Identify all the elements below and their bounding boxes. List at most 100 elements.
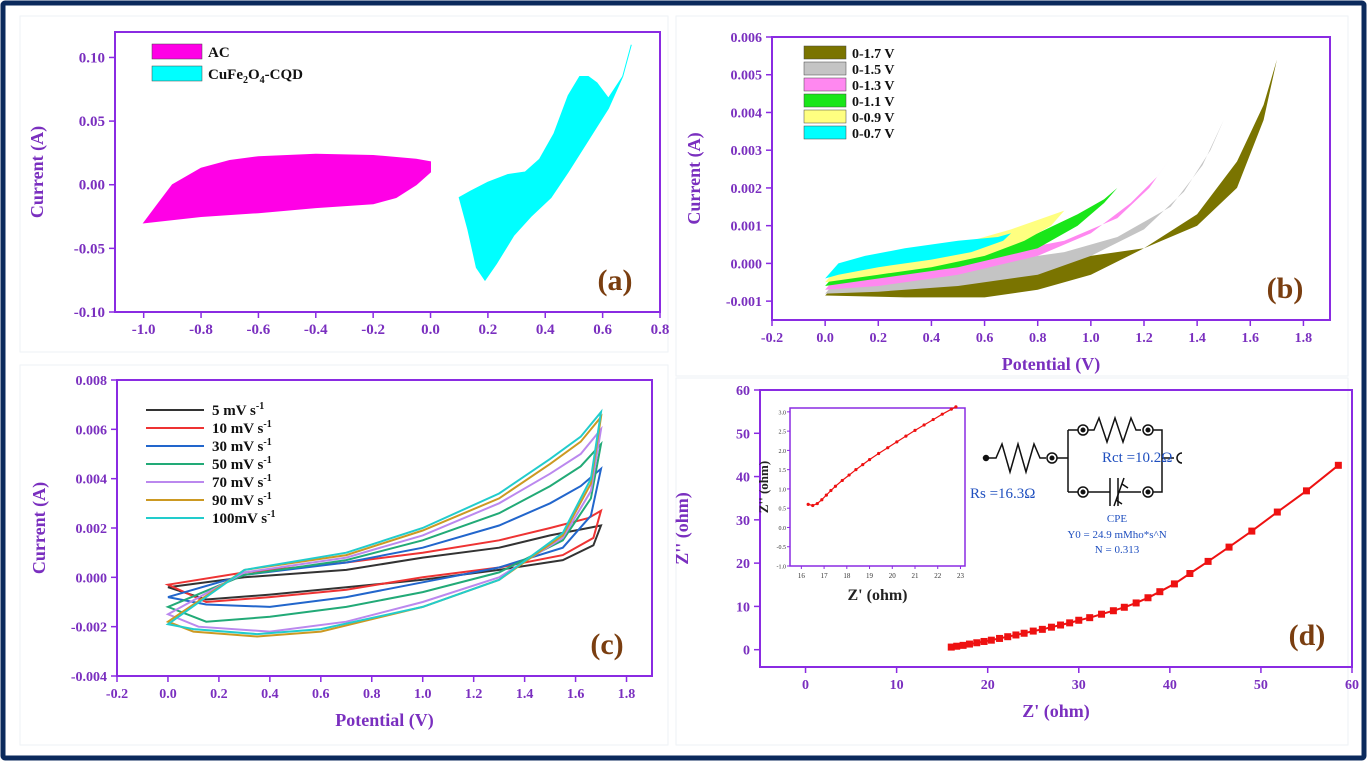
x-tick-label-a: 0.2 <box>479 322 498 338</box>
plot-frame-d <box>759 389 1353 668</box>
y-tick-label-b: 0.005 <box>731 69 763 84</box>
x-tick-label-c: 0.4 <box>261 687 279 702</box>
nyquist-point-19 <box>1109 607 1117 615</box>
x-tick-label-b: 1.6 <box>1242 331 1260 346</box>
x-tick-label-a: 0.0 <box>421 322 440 338</box>
x-tick-label-a: -0.4 <box>304 322 328 338</box>
circuit-node-5-dot <box>1145 489 1151 495</box>
inset-y-tick-label: 0.0 <box>779 526 787 532</box>
panel-d: 0 10 20 30 40 50 60 0 10 20 30 40 50 60 Z' (ohm) Z'' (o… <box>672 377 1359 746</box>
legend-b: 0-1.7 V0-1.5 V0-1.3 V0-1.1 V0-0.9 V0-0.7… <box>803 45 895 142</box>
legend-a-tail: -CQD <box>265 67 303 83</box>
inset-point-19 <box>940 412 944 416</box>
panel-b-card <box>675 15 1349 377</box>
nyquist-point-21 <box>1132 599 1140 607</box>
x-tick-label-b: 0.4 <box>923 331 941 346</box>
legend-b-swatch-2 <box>803 77 847 92</box>
legend-c-sup: -1 <box>263 491 271 502</box>
y-tick-label-d: 0 <box>743 644 750 659</box>
cv-area-b-0 <box>825 59 1277 298</box>
y-tick-label-b: 0.001 <box>731 220 763 235</box>
panel-letter-b: (b) <box>1267 272 1304 305</box>
y-tick-label-a: -0.10 <box>74 305 105 321</box>
y-tick-label-d: 10 <box>736 600 750 615</box>
inset-x-tick-label: 23 <box>957 572 965 580</box>
inset-x-tick-label: 22 <box>934 572 942 580</box>
inset-x-tick-label: 17 <box>821 572 829 580</box>
y-axis-label-d: Z'' (ohm) <box>672 492 693 565</box>
y-tick-label-d: 20 <box>736 557 750 572</box>
legend-c-sup: -1 <box>263 437 271 448</box>
panel-d-card <box>675 377 1349 746</box>
nyquist-point-23 <box>1156 588 1164 596</box>
cv-line-c-1 <box>164 508 603 604</box>
x-tick-label-c: 1.2 <box>465 687 483 702</box>
x-tick-label-c: 1.8 <box>618 687 636 702</box>
nyquist-point-26 <box>1204 557 1212 565</box>
resistor-rct <box>1088 415 1141 445</box>
legend-c-sup: -1 <box>256 401 264 412</box>
x-tick-label-b: 0.8 <box>1029 331 1047 346</box>
inset-point-15 <box>904 434 908 438</box>
inset-x-tick-label: 21 <box>912 572 920 580</box>
inset-point-1 <box>811 503 815 508</box>
y-axis-label-b: Current (A) <box>684 132 705 224</box>
legend-c-label-5: 90 mV s-1 <box>212 491 272 509</box>
inset-point-3 <box>820 498 824 502</box>
nyquist-point-0 <box>947 643 955 651</box>
inset-point-21 <box>954 405 958 409</box>
x-tick-label-d: 30 <box>1072 678 1086 693</box>
nyquist-point-9 <box>1012 631 1020 639</box>
x-tick-label-d: 10 <box>890 678 904 693</box>
legend-b-label-0: 0-1.7 V <box>852 47 895 62</box>
circuit-bus-right <box>1153 429 1174 493</box>
inset-y-tick-label: -1.0 <box>777 565 787 571</box>
inset-y-tick-label: 2.0 <box>779 449 787 455</box>
x-tick-label-b: 0.2 <box>870 331 888 346</box>
equivalent-circuit <box>982 415 1183 507</box>
nyquist-point-10 <box>1020 629 1028 637</box>
y-tick-label-c: 0.002 <box>76 522 108 537</box>
inset-y-tick-label: 0.5 <box>779 507 787 513</box>
inset-point-14 <box>895 440 899 444</box>
y-axis-label-c: Current (A) <box>29 482 50 574</box>
legend-b-label-2: 0-1.3 V <box>852 79 895 94</box>
y-tick-label-b: -0.001 <box>726 295 762 310</box>
cpe-element <box>1088 478 1141 506</box>
legend-b-label-1: 0-1.5 V <box>852 63 895 78</box>
nyquist-point-20 <box>1120 603 1128 611</box>
legend-c-text: 100mV s <box>212 511 267 527</box>
circuit-node-2-dot <box>1080 427 1086 433</box>
y-tick-label-a: 0.10 <box>79 50 105 66</box>
legend-a-text: AC <box>208 45 230 61</box>
nyquist-point-8 <box>1004 633 1012 641</box>
resistor-rs <box>988 441 1046 475</box>
legend-c-sup: -1 <box>267 509 275 520</box>
inset-point-6 <box>833 484 838 488</box>
plot-d: 0 10 20 30 40 50 60 0 10 20 30 40 50 60 Z' (ohm) Z'' (o… <box>672 384 1359 722</box>
y-tick-label-c: 0.006 <box>76 423 108 438</box>
x-tick-label-b: -0.2 <box>761 331 783 346</box>
nyquist-point-15 <box>1066 619 1074 627</box>
legend-b-label-3: 0-1.1 V <box>852 95 895 110</box>
inset-point-7 <box>840 478 844 483</box>
nyquist-point-17 <box>1086 614 1094 622</box>
legend-b-swatch-4 <box>803 109 847 124</box>
x-tick-label-d: 0 <box>802 678 809 693</box>
x-tick-label-a: 0.6 <box>593 322 612 338</box>
circuit-node-1-dot <box>1049 455 1055 461</box>
legend-c-text: 5 mV s <box>212 403 256 419</box>
nyquist-point-28 <box>1248 527 1256 535</box>
inset-x-tick-label: 18 <box>843 572 851 580</box>
x-tick-label-a: -1.0 <box>132 322 156 338</box>
cpe-arrow <box>1113 477 1129 507</box>
y-tick-label-b: 0.000 <box>731 257 763 272</box>
legend-c-label-0: 5 mV s-1 <box>212 401 264 419</box>
x-tick-label-c: 0.2 <box>210 687 228 702</box>
plot-b: -0.2 0.0 0.2 0.4 0.6 0.8 1.0 1.2 1.4 1.6 1.8 -0.001… <box>684 31 1331 375</box>
legend-a-text: CuFe <box>208 67 243 83</box>
y-tick-label-a: -0.05 <box>74 241 105 257</box>
nyquist-point-11 <box>1029 627 1037 635</box>
y-tick-label-d: 40 <box>736 471 750 486</box>
legend-c-label-4: 70 mV s-1 <box>212 473 272 491</box>
